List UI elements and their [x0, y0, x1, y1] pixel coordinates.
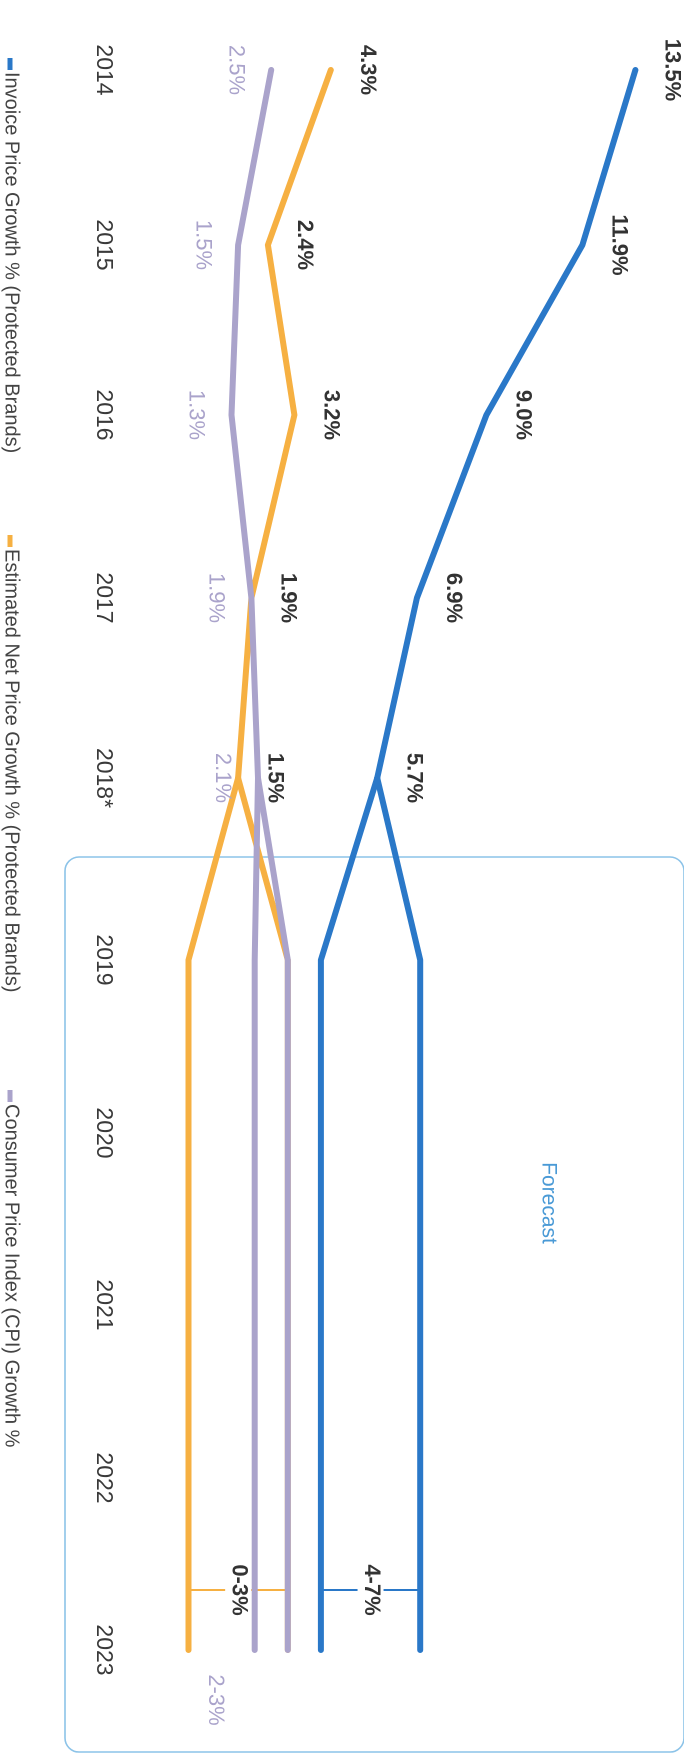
range-label: 0-3%	[227, 1564, 252, 1615]
data-label: 5.7%	[402, 753, 427, 803]
x-tick-label: 2021	[92, 1279, 118, 1330]
x-tick-label: 2018*	[92, 748, 118, 808]
range-label: 2-3%	[204, 1674, 229, 1725]
legend-label: Invoice Price Growth % (Protected Brands…	[1, 72, 23, 453]
history-line	[228, 67, 275, 781]
forecast-line	[185, 775, 242, 1653]
legend-label: Estimated Net Price Growth % (Protected …	[1, 549, 23, 993]
data-label: 2.4%	[293, 220, 318, 270]
x-tick-label: 2017	[92, 572, 118, 623]
x-tick-label: 2014	[92, 44, 118, 95]
data-label: 1.5%	[263, 753, 288, 803]
data-label: 6.9%	[442, 573, 467, 623]
x-tick-label: 2023	[92, 1624, 118, 1675]
forecast-label: Forecast	[537, 1162, 560, 1244]
data-label: 3.2%	[320, 390, 345, 440]
data-label: 1.5%	[191, 220, 216, 270]
forecast-box	[64, 856, 684, 1753]
data-label: 1.9%	[205, 573, 230, 623]
forecast-line	[255, 775, 291, 1653]
data-label: 9.0%	[512, 390, 537, 440]
data-label: 4.3%	[356, 45, 381, 95]
range-label: 4-7%	[360, 1564, 385, 1615]
forecast-line	[374, 775, 424, 1653]
forecast-line	[251, 775, 261, 1653]
data-label: 2.1%	[211, 753, 236, 803]
data-label: 1.9%	[277, 573, 302, 623]
legend-label: Consumer Price Index (CPI) Growth %	[1, 1104, 23, 1448]
data-label: 2.5%	[224, 45, 249, 95]
x-tick-label: 2019	[92, 934, 118, 985]
data-label: 1.3%	[185, 390, 210, 440]
data-label: 13.5%	[661, 39, 684, 101]
rotated-chart: Forecast 2014 2015 2016 2017 2018* 2019 2020 202…	[1, 39, 684, 1753]
x-tick-label: 2020	[92, 1107, 118, 1158]
x-tick-label: 2016	[92, 389, 118, 440]
x-tick-label: 2015	[92, 219, 118, 270]
history-line	[374, 67, 639, 781]
forecast-line	[317, 775, 381, 1653]
range-label-bg	[225, 1556, 252, 1624]
history-line	[235, 67, 334, 781]
range-label-bg	[357, 1556, 384, 1624]
data-label: 11.9%	[608, 214, 633, 275]
x-tick-label: 2022	[92, 1452, 118, 1503]
